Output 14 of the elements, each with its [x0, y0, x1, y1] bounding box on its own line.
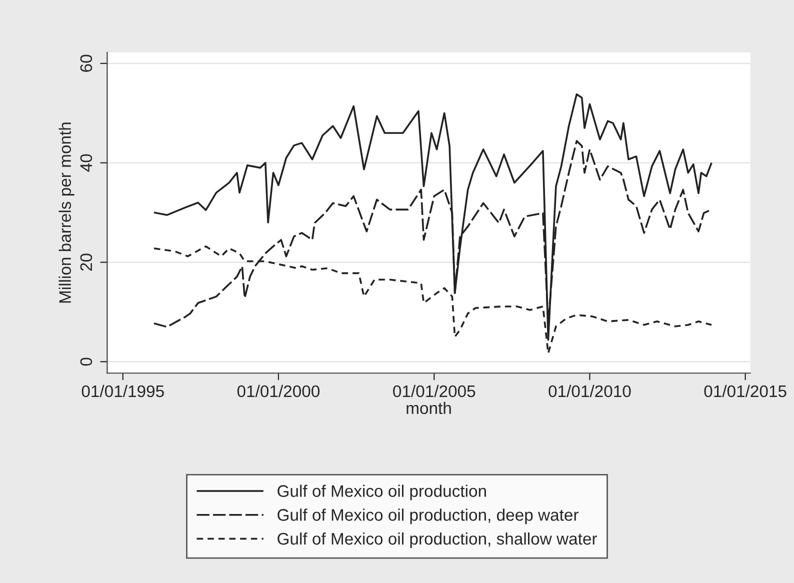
y-tick-label: 0 [80, 358, 92, 366]
y-tick-label: 60 [80, 54, 92, 72]
x-tick-label: 01/01/2000 [237, 384, 320, 398]
y-tick-label: 40 [80, 154, 92, 172]
y-tick-label: 20 [80, 254, 92, 271]
x-tick-label: 01/01/1995 [82, 384, 164, 398]
legend-label: Gulf of Mexico oil production [278, 484, 486, 500]
x-tick-label: 01/01/2015 [704, 384, 786, 398]
legend-label: Gulf of Mexico oil production, shallow water [278, 532, 597, 548]
y-axis-title: Million barrels per month [58, 122, 74, 303]
x-tick-label: 01/01/2005 [393, 384, 476, 398]
x-axis-title: month [406, 402, 451, 414]
x-tick-label: 01/01/2010 [548, 384, 631, 398]
legend-label: Gulf of Mexico oil production, deep water [278, 508, 578, 524]
